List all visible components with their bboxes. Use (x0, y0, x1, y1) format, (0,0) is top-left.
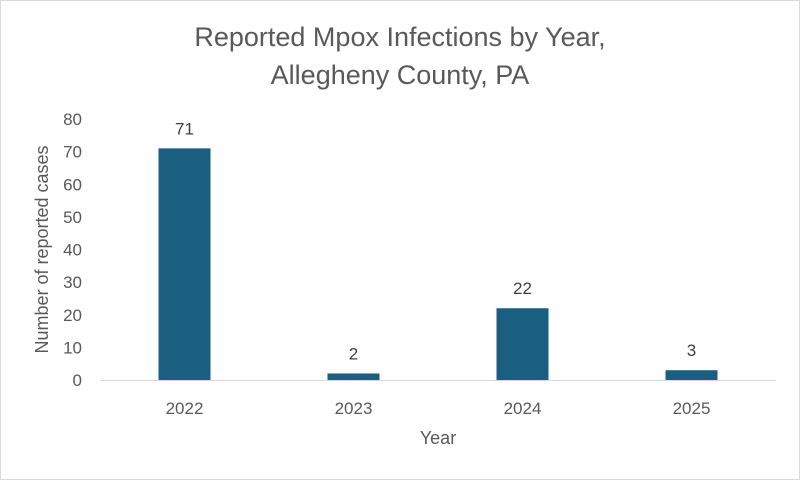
y-tick-label: 10 (63, 338, 82, 357)
bars (158, 148, 718, 380)
y-tick-label: 50 (63, 208, 82, 227)
y-tick-label: 60 (63, 175, 82, 194)
data-label-2023: 2 (349, 344, 358, 363)
bar-2023 (327, 373, 380, 380)
x-tick-label-2024: 2024 (504, 399, 542, 418)
data-label-2022: 71 (175, 119, 194, 138)
y-axis-title: Number of reported cases (32, 145, 52, 353)
y-tick-label: 40 (63, 241, 82, 260)
x-tick-label-2022: 2022 (166, 399, 204, 418)
bar-2024 (496, 308, 549, 380)
y-tick-label: 30 (63, 273, 82, 292)
x-axis-ticks: 2022 2023 2024 2025 (166, 399, 711, 418)
bar-2025 (665, 370, 718, 380)
y-axis-ticks: 0 10 20 30 40 50 60 70 80 (63, 110, 82, 390)
chart-title-line-1: Reported Mpox Infections by Year, (194, 22, 606, 52)
y-tick-label: 20 (63, 306, 82, 325)
y-tick-label: 70 (63, 143, 82, 162)
chart-title-line-2: Allegheny County, PA (270, 60, 530, 90)
y-tick-label: 0 (73, 371, 82, 390)
x-axis-title: Year (420, 428, 456, 448)
x-tick-label-2023: 2023 (335, 399, 373, 418)
data-label-2025: 3 (687, 341, 696, 360)
bar-2022 (158, 148, 211, 380)
y-tick-label: 80 (63, 110, 82, 129)
x-tick-label-2025: 2025 (673, 399, 711, 418)
data-label-2024: 22 (513, 279, 532, 298)
